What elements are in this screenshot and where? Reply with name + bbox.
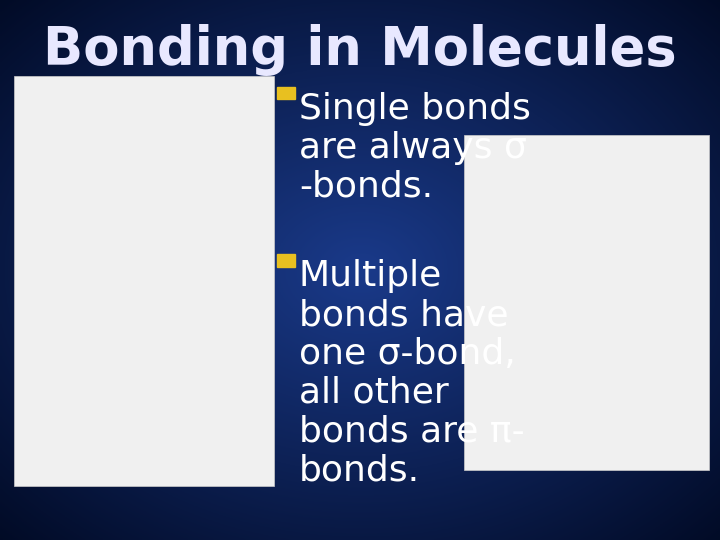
Text: Bonding in Molecules: Bonding in Molecules bbox=[43, 24, 677, 76]
Text: Single bonds: Single bonds bbox=[299, 92, 531, 126]
FancyBboxPatch shape bbox=[464, 135, 709, 470]
Text: one σ-bond,: one σ-bond, bbox=[299, 337, 516, 371]
Text: bonds have: bonds have bbox=[299, 298, 508, 332]
Text: Multiple: Multiple bbox=[299, 259, 442, 293]
FancyBboxPatch shape bbox=[14, 76, 274, 486]
Text: -bonds.: -bonds. bbox=[299, 170, 433, 204]
Text: are always σ: are always σ bbox=[299, 131, 526, 165]
FancyBboxPatch shape bbox=[277, 86, 295, 99]
FancyBboxPatch shape bbox=[277, 254, 295, 267]
Text: bonds.: bonds. bbox=[299, 454, 420, 488]
Text: bonds are π-: bonds are π- bbox=[299, 415, 524, 449]
Text: all other: all other bbox=[299, 376, 449, 410]
